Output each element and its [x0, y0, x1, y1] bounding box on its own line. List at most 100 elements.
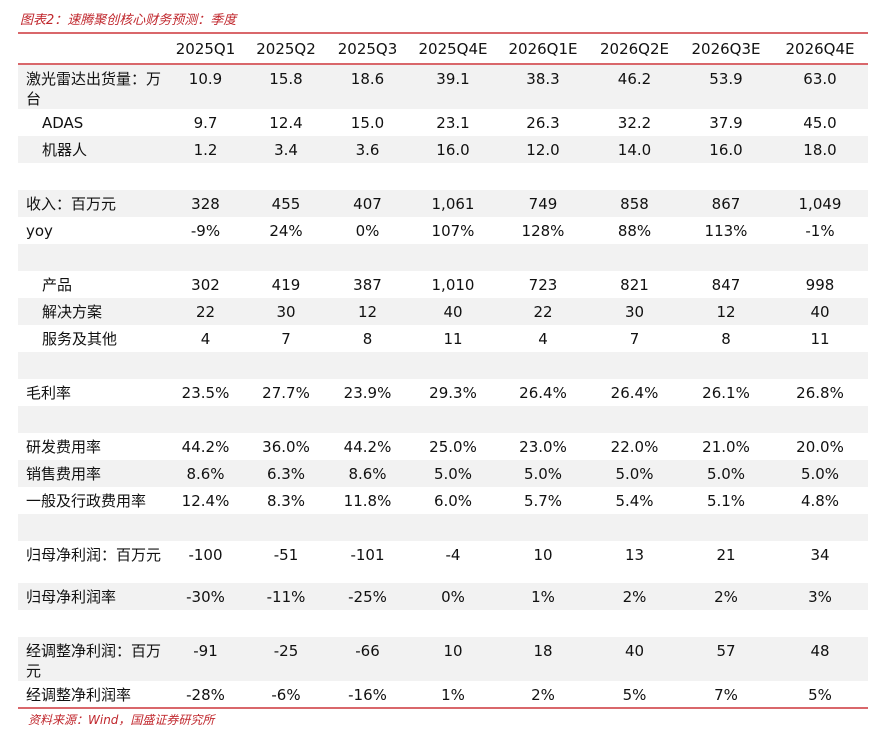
value-cell: 8: [362, 330, 373, 348]
value-cell: -66: [326, 637, 409, 681]
value-cell: [246, 352, 326, 379]
value-cell: 998: [805, 276, 835, 294]
spacer-row: [18, 352, 868, 379]
value-cell: [680, 163, 772, 190]
value-cell: 40: [772, 298, 868, 325]
value-cell: [589, 352, 680, 379]
value-cell: -100: [188, 546, 223, 564]
value-cell: 2%: [680, 583, 772, 610]
value-cell: 22.0%: [610, 438, 659, 456]
table-row: 收入：百万元 328 455 407 1,061 749 858 867 1,049: [18, 190, 868, 217]
value-cell: 63.0: [772, 64, 868, 109]
value-cell: [165, 163, 246, 190]
value-cell: [326, 244, 409, 271]
value-cell: 45.0: [803, 114, 837, 132]
value-cell: 36.0%: [262, 438, 310, 456]
value-cell: 18.6: [326, 64, 409, 109]
value-cell: 15.0: [350, 114, 385, 132]
value-cell: [589, 244, 680, 271]
value-cell: 23.5%: [181, 384, 230, 402]
value-cell: [680, 514, 772, 541]
value-cell: 10: [533, 546, 553, 564]
value-cell: [165, 610, 246, 637]
value-cell: 328: [165, 190, 246, 217]
value-cell: 37.9: [709, 114, 743, 132]
value-cell: [326, 610, 409, 637]
value-cell: [246, 610, 326, 637]
column-header: 2025Q1: [165, 34, 246, 65]
value-cell: 26.4%: [610, 384, 659, 402]
column-header: 2026Q3E: [680, 34, 772, 65]
value-cell: 38.3: [497, 64, 589, 109]
value-cell: 11: [443, 330, 463, 348]
value-cell: 128%: [521, 222, 565, 240]
value-cell: [326, 352, 409, 379]
value-cell: 8.3%: [266, 492, 306, 510]
header-row: 2025Q1 2025Q2 2025Q3 2025Q4E 2026Q1E 2026Q2E 2…: [18, 34, 868, 65]
value-cell: 26.1%: [702, 384, 750, 402]
column-header: 2025Q4E: [409, 34, 497, 65]
row-label: 归母净利润率: [18, 583, 165, 610]
table-row: ADAS 9.7 12.4 15.0 23.1 26.3 32.2 37.9 45.0: [18, 109, 868, 136]
value-cell: 11.8%: [343, 492, 392, 510]
value-cell: 1%: [441, 686, 465, 704]
value-cell: 7: [629, 330, 640, 348]
row-label: yoy: [26, 222, 53, 240]
value-cell: -30%: [165, 583, 246, 610]
value-cell: [409, 163, 497, 190]
value-cell: 12: [680, 298, 772, 325]
row-label: 经调整净利润：百万元: [18, 637, 165, 681]
value-cell: 387: [353, 276, 382, 294]
table-row: yoy -9% 24% 0% 107% 128% 88% 113% -1%: [18, 217, 868, 244]
row-label: 一般及行政费用率: [26, 492, 147, 510]
value-cell: [165, 514, 246, 541]
value-cell: 53.9: [680, 64, 772, 109]
value-cell: 407: [326, 190, 409, 217]
value-cell: 8.6%: [165, 460, 246, 487]
value-cell: 8.6%: [326, 460, 409, 487]
column-header: 2026Q1E: [497, 34, 589, 65]
value-cell: [589, 514, 680, 541]
table-row: 产品 302 419 387 1,010 723 821 847 998: [18, 271, 868, 298]
value-cell: 1%: [497, 583, 589, 610]
table-row: 一般及行政费用率 12.4% 8.3% 11.8% 6.0% 5.7% 5.4% 5.1% 4.…: [18, 487, 868, 514]
value-cell: -25: [246, 637, 326, 681]
value-cell: 5.0%: [680, 460, 772, 487]
value-cell: -11%: [246, 583, 326, 610]
value-cell: 419: [271, 276, 301, 294]
column-header: 2025Q3: [326, 34, 409, 65]
value-cell: 4: [538, 330, 548, 348]
row-label: 研发费用率: [26, 438, 102, 456]
value-cell: 723: [528, 276, 558, 294]
value-cell: [497, 244, 589, 271]
footer-divider: [18, 707, 868, 709]
value-cell: 12.0: [497, 136, 589, 163]
row-label: 服务及其他: [42, 330, 118, 348]
value-cell: 13: [624, 546, 645, 564]
value-cell: 8: [721, 330, 731, 348]
table-row: 解决方案 22 30 12 40 22 30 12 40: [18, 298, 868, 325]
value-cell: 26.3: [526, 114, 560, 132]
value-cell: -25%: [326, 583, 409, 610]
value-cell: [409, 352, 497, 379]
row-label: 归母净利润：百万元: [26, 546, 162, 564]
value-cell: 23.1: [436, 114, 470, 132]
spacer-row: [18, 610, 868, 637]
value-cell: 23.9%: [343, 384, 392, 402]
value-cell: 1,049: [772, 190, 868, 217]
value-cell: 20.0%: [796, 438, 844, 456]
value-cell: 107%: [431, 222, 475, 240]
value-cell: 5%: [622, 686, 647, 704]
value-cell: 12.4%: [181, 492, 230, 510]
table-row: 机器人 1.2 3.4 3.6 16.0 12.0 14.0 16.0 18.0: [18, 136, 868, 163]
value-cell: [409, 406, 497, 433]
row-label: [18, 610, 165, 637]
value-cell: 22: [497, 298, 589, 325]
value-cell: 29.3%: [429, 384, 477, 402]
value-cell: [680, 244, 772, 271]
value-cell: 16.0: [680, 136, 772, 163]
value-cell: 455: [246, 190, 326, 217]
table-row: 归母净利润：百万元 -100 -51 -101 -4 10 13 21 34: [18, 541, 868, 583]
value-cell: 749: [497, 190, 589, 217]
value-cell: [680, 610, 772, 637]
